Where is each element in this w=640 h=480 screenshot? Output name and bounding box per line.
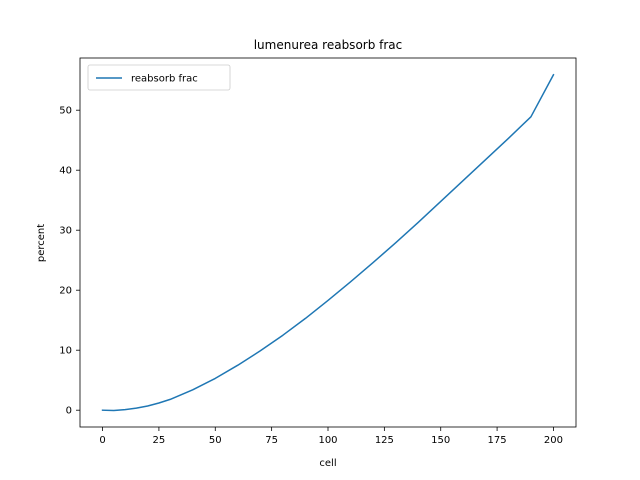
y-tick-label: 40 [59, 166, 72, 177]
plot-frame [79, 57, 577, 428]
y-tick-label: 10 [59, 346, 72, 357]
legend-box [87, 64, 231, 91]
x-tick-label: 0 [99, 435, 105, 446]
x-tick-label: 75 [265, 435, 278, 446]
y-tick-label: 20 [59, 286, 72, 297]
x-tick-label: 175 [488, 435, 507, 446]
x-tick-label: 125 [375, 435, 394, 446]
series-line [101, 73, 555, 412]
x-tick-label: 100 [318, 435, 337, 446]
y-tick-label: 50 [59, 106, 72, 117]
series-layer [101, 73, 555, 412]
y-tick-label: 0 [66, 406, 72, 417]
legend-label: reabsorb frac [131, 74, 198, 85]
chart-title: lumenurea reabsorb frac [254, 38, 403, 52]
x-tick-label: 25 [153, 435, 166, 446]
y-axis-label: percent [36, 224, 47, 262]
x-tick-label: 150 [431, 435, 450, 446]
x-tick-label: 50 [209, 435, 222, 446]
plot-area [79, 57, 577, 428]
x-axis: 0 25 50 75 100 125 150 175 200 [99, 427, 563, 446]
y-tick-label: 30 [59, 226, 72, 237]
x-tick-label: 200 [544, 435, 563, 446]
x-axis-label: cell [319, 458, 336, 469]
legend: reabsorb frac [87, 64, 231, 91]
y-axis: 0 10 20 30 40 50 [59, 106, 80, 417]
